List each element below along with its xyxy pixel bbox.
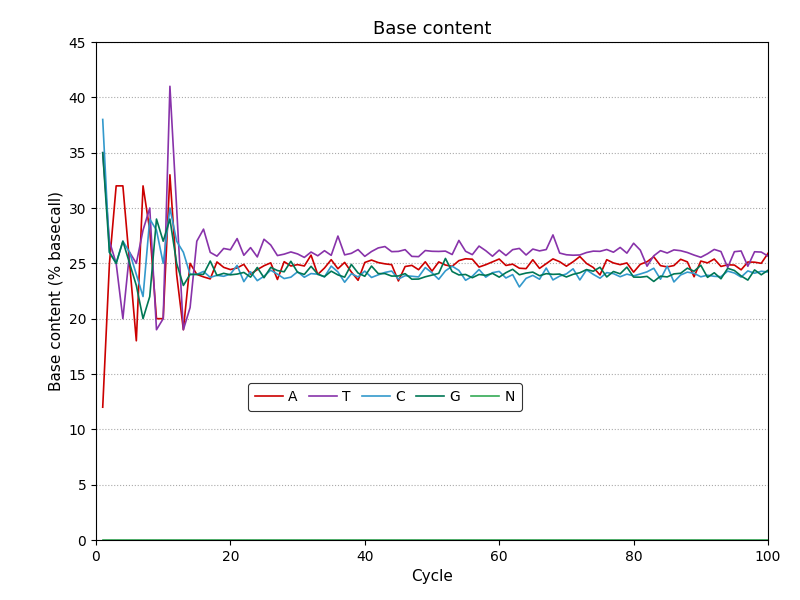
N [763,536,773,544]
A [716,263,726,270]
Title: Base content: Base content [373,20,491,38]
T [743,263,753,270]
C [259,272,269,280]
X-axis label: Cycle: Cycle [411,569,453,584]
A [98,404,107,411]
A [447,263,457,270]
N [253,536,262,544]
C [98,116,107,123]
Y-axis label: Base content (% basecall): Base content (% basecall) [48,191,63,391]
A [736,266,746,274]
T [763,253,773,260]
Line: T: T [102,86,768,330]
C [232,262,242,269]
N [98,536,107,544]
A [259,262,269,269]
T [98,149,107,156]
G [736,272,746,280]
G [232,271,242,278]
N [730,536,739,544]
C [716,273,726,280]
G [138,315,148,322]
C [138,293,148,300]
T [508,246,518,253]
T [266,241,275,248]
A [232,265,242,272]
N [494,536,504,544]
T [152,326,162,334]
G [501,269,510,276]
T [165,83,174,90]
G [259,274,269,281]
A [501,262,510,269]
N [710,536,719,544]
G [716,275,726,283]
C [736,274,746,281]
T [723,264,733,271]
T [454,237,464,244]
N [441,536,450,544]
A [763,250,773,257]
Legend: A, T, C, G, N: A, T, C, G, N [248,383,522,411]
Line: C: C [102,119,768,296]
C [763,268,773,275]
C [447,263,457,270]
Line: A: A [102,175,768,407]
G [447,268,457,275]
N [226,536,235,544]
T [239,251,249,259]
C [501,274,510,281]
Line: G: G [102,152,768,319]
G [98,149,107,156]
G [763,266,773,274]
A [165,171,174,178]
